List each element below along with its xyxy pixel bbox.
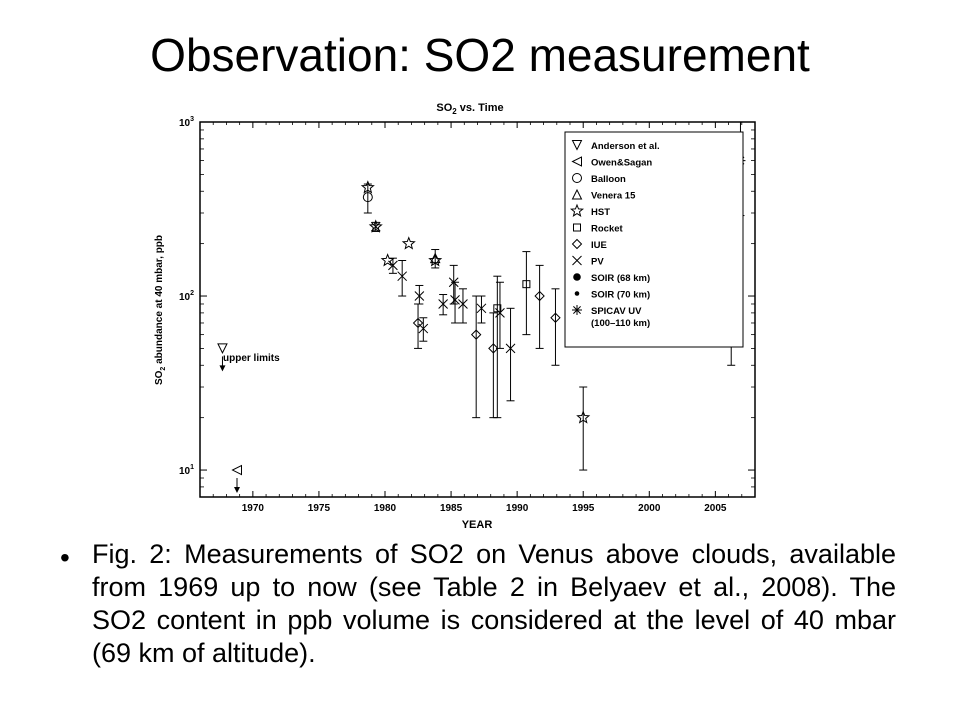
- legend-marker: [573, 273, 581, 281]
- slide-title: Observation: SO2 measurement: [150, 29, 810, 81]
- data-point: [495, 308, 505, 318]
- data-point: [550, 312, 561, 323]
- data-point: [388, 260, 398, 271]
- legend-label: IUE: [591, 240, 607, 251]
- y-axis-label: SO2 abundance at 40 mbar, ppb: [154, 235, 167, 385]
- legend-label: SPICAV UV: [591, 306, 642, 317]
- legend-marker: [571, 156, 582, 167]
- data-point: [217, 343, 228, 355]
- data-point: [470, 329, 482, 340]
- data-point: [505, 343, 516, 354]
- legend-marker: [572, 305, 582, 315]
- bullet-dot: •: [60, 542, 70, 573]
- upper-limits-label: upper limits: [223, 353, 280, 364]
- data-point: [370, 221, 381, 232]
- legend-box: [564, 131, 744, 348]
- data-point: [428, 253, 443, 267]
- chart-title: SO2 vs. Time: [436, 102, 503, 116]
- series-balloon: [362, 183, 373, 214]
- legend-marker: [569, 203, 585, 217]
- legend-label-cont: (100–110 km): [591, 318, 650, 329]
- legend-marker: [572, 255, 582, 266]
- series-iue: [412, 264, 561, 419]
- legend-marker: [571, 188, 583, 200]
- y-tick-label: 101: [179, 464, 194, 477]
- legend-label: Anderson et al.: [591, 141, 660, 152]
- legend-label: Venera 15: [591, 191, 636, 202]
- data-point: [488, 343, 499, 354]
- data-point: [362, 192, 373, 203]
- caption-bullet: • Fig. 2: Measurements of SO2 on Venus a…: [60, 538, 896, 670]
- x-tick-label: 1985: [440, 503, 463, 514]
- legend-marker: [573, 223, 581, 232]
- y-tick-label: 103: [179, 116, 194, 129]
- data-point: [438, 299, 448, 309]
- legend-label: Balloon: [591, 174, 626, 185]
- legend-label: Rocket: [591, 224, 624, 235]
- upper-limit-arrowhead: [219, 365, 226, 372]
- data-point: [522, 280, 531, 289]
- data-point: [534, 290, 545, 302]
- series-anderson-et-al: [217, 343, 228, 372]
- legend-label: PV: [591, 257, 604, 268]
- caption-text: Fig. 2: Measurements of SO2 on Venus abo…: [92, 539, 896, 668]
- chart-svg: SO2 vs. Time 1970 1975 1980 1985 1990 1995 200…: [154, 102, 756, 531]
- data-point: [401, 236, 416, 250]
- upper-limits-annotation: upper limits: [223, 353, 280, 364]
- legend-marker: [572, 173, 582, 183]
- x-tick-label: 2000: [638, 503, 661, 514]
- chart-legend: Anderson et al. Owen&Sagan Balloon Venera 1…: [564, 131, 744, 348]
- x-axis-label: YEAR: [462, 519, 493, 531]
- legend-label: SOIR (70 km): [591, 290, 650, 301]
- x-axis-ticks: 1970 1975 1980 1985 1990 1995 2000 2005: [199, 122, 756, 514]
- data-point: [397, 271, 408, 282]
- x-tick-label: 1970: [242, 503, 265, 514]
- series-rocket: [493, 251, 531, 419]
- legend-marker: [571, 238, 583, 250]
- data-point: [576, 410, 591, 424]
- series-pv: [370, 221, 516, 402]
- data-point: [418, 323, 429, 334]
- data-point: [360, 180, 375, 194]
- data-point: [231, 464, 242, 476]
- series-hst: [360, 180, 591, 471]
- legend-marker: [574, 291, 580, 296]
- y-tick-label: 102: [179, 290, 194, 303]
- x-tick-label: 1975: [308, 503, 331, 514]
- data-point: [476, 303, 487, 314]
- data-point: [493, 304, 502, 313]
- x-tick-label: 1995: [572, 503, 595, 514]
- data-point: [450, 295, 460, 305]
- legend-label: HST: [591, 207, 610, 218]
- x-tick-label: 1990: [506, 503, 529, 514]
- data-point: [458, 299, 468, 309]
- x-tick-label: 1980: [374, 503, 397, 514]
- legend-marker: [571, 140, 583, 151]
- series-owen-sagan: [231, 464, 242, 494]
- so2-chart: SO2 vs. Time 1970 1975 1980 1985 1990 1995 200…: [140, 92, 780, 532]
- x-tick-label: 2005: [704, 503, 727, 514]
- upper-limit-arrowhead: [234, 487, 240, 494]
- data-point: [414, 291, 425, 301]
- legend-label: Owen&Sagan: [591, 158, 652, 169]
- data-point: [412, 317, 424, 329]
- legend-label: SOIR (68 km): [591, 273, 650, 284]
